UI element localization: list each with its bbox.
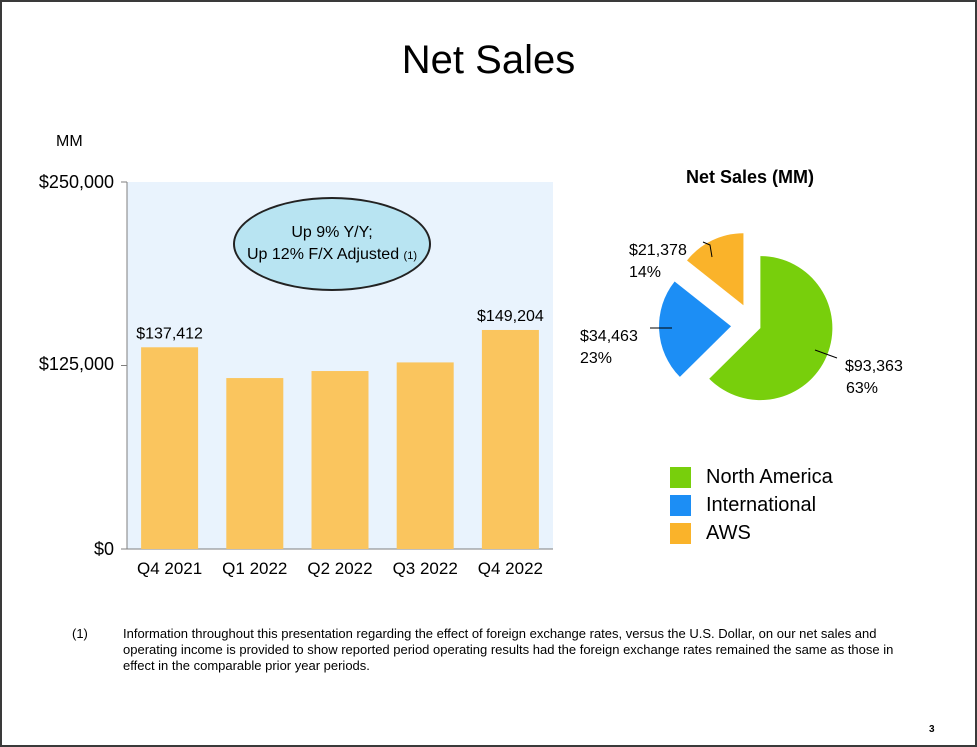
y-axis-unit-label: MM — [56, 133, 83, 150]
pie-percent-international: 23% — [580, 350, 613, 367]
pie-label-international: $34,463 23% — [580, 326, 638, 370]
x-tick-label: Q1 2022 — [222, 559, 287, 578]
pie-chart — [650, 233, 838, 401]
bar-data-label: $149,204 — [477, 308, 544, 325]
legend-item-aws: AWS — [670, 519, 833, 547]
pie-slice-aws — [687, 233, 744, 306]
pie-percent-north-america: 63% — [846, 380, 879, 397]
legend-swatch-north-america — [670, 466, 691, 488]
legend-label-north-america: North America — [706, 465, 833, 488]
legend-label-aws: AWS — [706, 521, 751, 544]
legend-swatch-aws — [670, 522, 691, 544]
bar-q4-2021 — [141, 347, 199, 549]
legend-item-international: International — [670, 491, 833, 519]
annotation-footnote-ref: (1) — [403, 249, 417, 262]
pie-leader-line-aws — [702, 241, 713, 258]
bar-data-label: $137,412 — [136, 325, 203, 342]
x-tick-label: Q4 2021 — [137, 559, 202, 578]
pie-value-north-america: $93,363 — [845, 358, 903, 375]
growth-annotation-bubble: Up 9% Y/Y; Up 12% F/X Adjusted (1) — [233, 197, 431, 291]
pie-value-aws: $21,378 — [629, 242, 687, 259]
legend-item-north-america: North America — [670, 463, 833, 491]
legend-label-international: International — [706, 493, 817, 516]
pie-leader-line-north-america — [814, 349, 838, 359]
x-tick-label: Q3 2022 — [393, 559, 458, 578]
x-tick-label: Q2 2022 — [307, 559, 372, 578]
annotation-line-1: Up 9% Y/Y; — [291, 223, 373, 241]
bar-q2-2022 — [311, 371, 369, 549]
pie-slice-north-america — [709, 256, 833, 401]
footnote-text: Information throughout this presentation… — [123, 626, 894, 673]
y-tick-label: $125,000 — [38, 354, 114, 374]
annotation-line-2-text: Up 12% F/X Adjusted — [247, 245, 400, 263]
legend-swatch-international — [670, 494, 691, 516]
page-number: 3 — [929, 724, 935, 735]
pie-label-north-america: $93,363 63% — [845, 356, 903, 400]
x-tick-label: Q4 2022 — [478, 559, 543, 578]
y-tick-label: $0 — [93, 539, 114, 559]
pie-percent-aws: 14% — [629, 264, 662, 281]
bar-q3-2022 — [396, 362, 454, 549]
footnote-number: (1) — [72, 626, 88, 641]
annotation-line-2: Up 12% F/X Adjusted (1) — [247, 244, 417, 267]
bar-q1-2022 — [226, 378, 284, 549]
pie-value-international: $34,463 — [580, 328, 638, 345]
bar-q4-2022 — [481, 329, 539, 549]
pie-label-aws: $21,378 14% — [629, 240, 687, 284]
pie-chart-title: Net Sales (MM) — [685, 167, 815, 187]
pie-legend: North America International AWS — [670, 463, 833, 547]
y-tick-label: $250,000 — [38, 172, 114, 192]
pie-slice-international — [659, 281, 732, 377]
page-title: Net Sales — [401, 38, 576, 82]
